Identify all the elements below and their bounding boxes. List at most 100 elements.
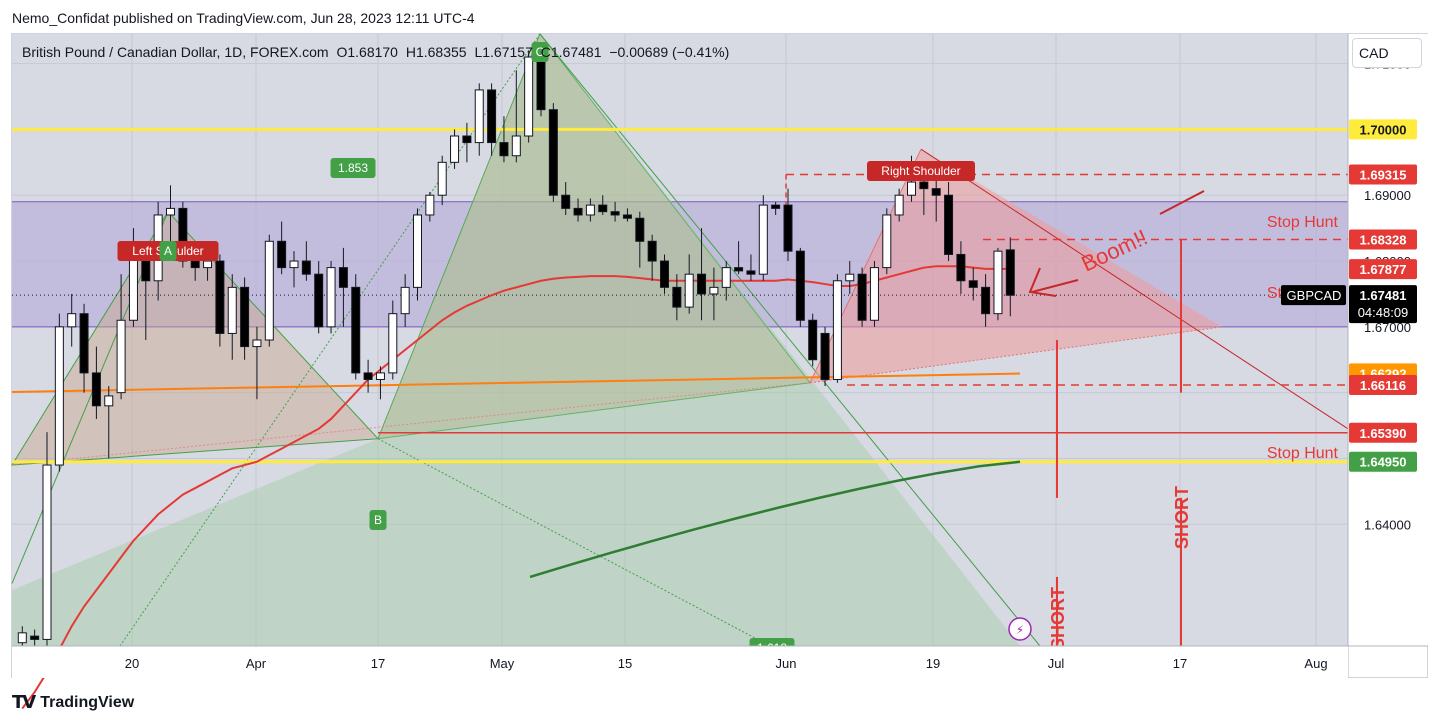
legend-change: −0.00689 (−0.41%) (609, 44, 730, 60)
current-price-label: 1.67481 (1360, 288, 1407, 303)
x-tick-label: Apr (246, 656, 267, 671)
short-label-2: SHORT (1172, 486, 1192, 549)
candle (314, 273, 324, 328)
candle (128, 253, 138, 321)
candle (610, 211, 620, 216)
tradingview-brand[interactable]: 𝗧𝗩 TradingView (12, 692, 134, 713)
tradingview-logo-icon: 𝗧𝗩 (12, 692, 36, 712)
price-label-bg (1349, 259, 1417, 280)
symbol-tag: GBPCAD (1287, 288, 1342, 303)
y-tick-label: 1.67000 (1364, 320, 1411, 335)
candle (301, 260, 311, 275)
candle (697, 273, 707, 295)
right-shoulder-zone (810, 149, 1222, 383)
candle (573, 207, 583, 216)
stop-hunt-label-3: Stop Hunt (1267, 445, 1339, 462)
candle (832, 280, 842, 380)
candle (783, 204, 793, 252)
short-label-1: SHORT (1048, 587, 1068, 650)
candle (30, 635, 40, 640)
candle (894, 194, 904, 216)
x-tick-label: May (490, 656, 515, 671)
neckline-left (11, 382, 811, 466)
candles (17, 50, 1015, 646)
candle (363, 372, 373, 380)
x-tick-label: 17 (371, 656, 385, 671)
pattern-green-fill (12, 34, 1020, 646)
candle (203, 260, 213, 269)
candle (264, 240, 274, 341)
price-label: 1.64950 (1360, 455, 1407, 470)
price-label: 1.70000 (1360, 122, 1407, 137)
candle (79, 313, 89, 374)
candle (54, 326, 64, 466)
boom-arrow-shaft (1031, 279, 1079, 293)
candle (993, 250, 1003, 315)
pattern-bcd (377, 33, 811, 440)
right-shoulder-trendline (920, 148, 1349, 430)
candle (499, 142, 509, 157)
x-tick-label: 19 (926, 656, 940, 671)
candle (548, 109, 558, 196)
candle (585, 204, 595, 216)
candle (487, 89, 497, 144)
candle (91, 372, 101, 407)
symbol-tag-bg (1281, 285, 1346, 306)
legend-high: H1.68355 (405, 44, 467, 60)
svg-text:1.853: 1.853 (338, 161, 368, 175)
y-tick-label: 1.69000 (1364, 188, 1411, 203)
candle (104, 395, 114, 407)
candle (511, 135, 521, 157)
candle (400, 286, 410, 315)
candle (647, 240, 657, 262)
candle (178, 207, 188, 262)
candle (42, 464, 52, 640)
symbol-name[interactable]: British Pound / Canadian Dollar, 1D, FOR… (22, 44, 329, 60)
candle (425, 194, 435, 216)
price-label-bg (1349, 375, 1417, 396)
candle (660, 260, 669, 288)
candle (721, 267, 731, 288)
x-tick-label: 17 (1173, 656, 1187, 671)
price-label-bg (1349, 119, 1417, 140)
candle (252, 339, 262, 348)
candle (524, 56, 534, 137)
x-tick-label: Aug (1304, 656, 1327, 671)
price-label-bg (1349, 451, 1417, 472)
point-c-marker: C (531, 42, 549, 62)
candle (388, 313, 398, 374)
plot-background (12, 34, 1348, 646)
candle (857, 273, 867, 321)
candle (758, 204, 768, 275)
candle (450, 135, 460, 163)
legend-low: L1.67157 (474, 44, 533, 60)
neckline-right (809, 326, 1223, 384)
ema-red (21, 265, 1011, 710)
ratio-1853-label: 1.853 (330, 158, 376, 178)
candle (907, 181, 916, 196)
currency-selector[interactable]: CAD (1352, 38, 1422, 68)
candle (240, 286, 250, 348)
right-shoulder-label: Right Shoulder (867, 161, 975, 181)
cd-extension (539, 33, 1041, 647)
candle (771, 204, 781, 209)
boom-underline (1159, 190, 1205, 215)
candle (536, 56, 546, 111)
candle (672, 286, 682, 308)
candle (869, 267, 879, 321)
lightning-glyph: ⚡ (1016, 623, 1024, 637)
price-label: 1.66116 (1360, 378, 1406, 393)
candle (375, 372, 385, 380)
bar-countdown: 04:48:09 (1358, 305, 1409, 320)
price-label-bg (1349, 164, 1417, 185)
svg-text:Right Shoulder: Right Shoulder (881, 164, 960, 178)
x-tick-label: 20 (125, 656, 139, 671)
price-label: 1.68328 (1360, 232, 1407, 247)
symbol-legend: British Pound / Canadian Dollar, 1D, FOR… (22, 44, 733, 60)
lightning-icon (1008, 617, 1032, 641)
candle (919, 181, 929, 190)
price-label: 1.69315 (1360, 167, 1407, 182)
legend-close: C1.67481 (540, 44, 602, 60)
boom-arrow-head (1028, 267, 1057, 297)
